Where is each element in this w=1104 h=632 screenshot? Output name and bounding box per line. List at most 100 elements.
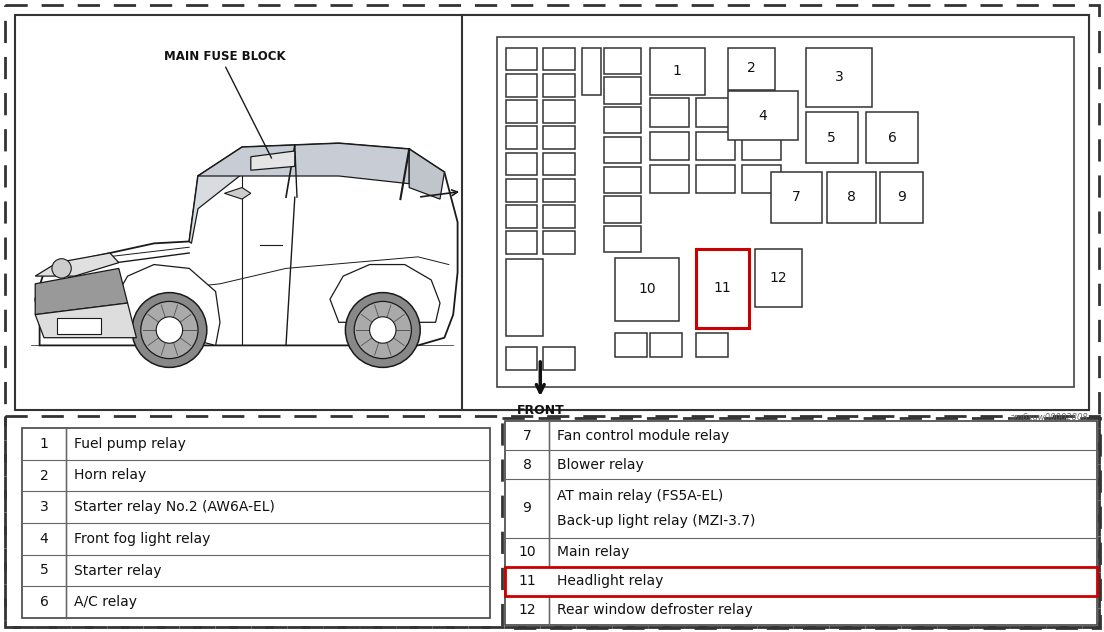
Bar <box>615 333 647 357</box>
Bar <box>755 249 803 307</box>
Bar <box>604 166 641 193</box>
Bar <box>742 165 782 193</box>
Bar <box>543 347 575 370</box>
Bar <box>604 107 641 133</box>
Bar <box>22 428 490 618</box>
Text: 4: 4 <box>758 109 767 123</box>
Bar <box>771 172 821 222</box>
Bar <box>543 100 575 123</box>
Text: 3: 3 <box>40 500 49 514</box>
Text: A/C relay: A/C relay <box>74 595 137 609</box>
Polygon shape <box>35 143 457 346</box>
Bar <box>806 47 872 107</box>
Bar <box>461 15 1089 410</box>
Text: Blower relay: Blower relay <box>558 458 644 471</box>
Bar <box>497 37 1074 387</box>
Bar <box>505 421 1097 625</box>
Text: 1: 1 <box>40 437 49 451</box>
Text: 2: 2 <box>747 61 756 75</box>
Text: am6xuw00002808: am6xuw00002808 <box>1009 413 1089 422</box>
Text: 12: 12 <box>769 270 787 284</box>
Circle shape <box>370 317 396 343</box>
Bar <box>506 179 538 202</box>
Text: 4: 4 <box>40 532 49 546</box>
Bar <box>6 416 1098 627</box>
Polygon shape <box>330 265 440 322</box>
Circle shape <box>132 293 206 367</box>
Circle shape <box>354 301 412 358</box>
Text: 12: 12 <box>518 604 535 617</box>
Text: Rear window defroster relay: Rear window defroster relay <box>558 604 753 617</box>
Text: 11: 11 <box>518 574 535 588</box>
Polygon shape <box>189 149 242 243</box>
Circle shape <box>141 301 198 358</box>
Circle shape <box>346 293 421 367</box>
Bar <box>650 333 681 357</box>
Bar <box>806 112 858 163</box>
Text: Headlight relay: Headlight relay <box>558 574 664 588</box>
Text: 9: 9 <box>898 190 906 204</box>
Bar <box>650 47 704 95</box>
Bar <box>506 231 538 254</box>
Polygon shape <box>224 188 251 199</box>
Text: 10: 10 <box>518 545 535 559</box>
Bar <box>506 259 543 336</box>
Bar <box>696 333 728 357</box>
Bar <box>502 418 1100 628</box>
Circle shape <box>52 258 72 278</box>
Bar <box>505 567 1097 596</box>
Text: 7: 7 <box>792 190 800 204</box>
Text: 5: 5 <box>827 131 836 145</box>
Text: 9: 9 <box>522 501 531 516</box>
Text: 6: 6 <box>40 595 49 609</box>
Bar <box>728 47 775 90</box>
Text: 7: 7 <box>522 428 531 442</box>
Bar <box>880 172 923 222</box>
Text: 8: 8 <box>847 190 856 204</box>
Bar <box>696 131 735 160</box>
Bar <box>604 77 641 104</box>
Polygon shape <box>251 151 295 170</box>
Bar <box>827 172 877 222</box>
Circle shape <box>156 317 182 343</box>
Bar <box>650 131 689 160</box>
Text: 2: 2 <box>40 468 49 482</box>
Bar <box>742 131 782 160</box>
Bar <box>57 319 102 334</box>
Polygon shape <box>198 143 410 184</box>
Text: Fan control module relay: Fan control module relay <box>558 428 730 442</box>
Bar <box>650 98 689 127</box>
Text: Starter relay: Starter relay <box>74 564 161 578</box>
Bar <box>728 91 798 140</box>
Text: Main relay: Main relay <box>558 545 629 559</box>
Text: 6: 6 <box>888 131 896 145</box>
Text: 8: 8 <box>522 458 531 471</box>
Text: 11: 11 <box>713 281 732 295</box>
Text: AT main relay (FS5A-EL): AT main relay (FS5A-EL) <box>558 489 723 502</box>
Bar <box>604 47 641 74</box>
Polygon shape <box>115 265 220 346</box>
Text: 5: 5 <box>40 564 49 578</box>
Bar <box>543 205 575 228</box>
Text: Front fog light relay: Front fog light relay <box>74 532 211 546</box>
Text: Fuel pump relay: Fuel pump relay <box>74 437 185 451</box>
Polygon shape <box>35 253 119 276</box>
Bar <box>615 257 679 320</box>
Polygon shape <box>35 303 137 337</box>
Bar <box>604 197 641 222</box>
Bar <box>543 126 575 149</box>
Bar <box>742 98 782 127</box>
Bar <box>15 15 1089 410</box>
Text: MAIN FUSE BLOCK: MAIN FUSE BLOCK <box>163 50 285 63</box>
Bar <box>543 152 575 175</box>
Bar <box>506 126 538 149</box>
Polygon shape <box>35 269 128 315</box>
Text: 3: 3 <box>835 70 843 84</box>
Bar <box>506 74 538 97</box>
Bar <box>696 165 735 193</box>
Text: 1: 1 <box>672 64 682 78</box>
Text: FRONT: FRONT <box>517 404 564 417</box>
Bar <box>696 249 750 327</box>
Bar <box>543 179 575 202</box>
Text: Horn relay: Horn relay <box>74 468 146 482</box>
